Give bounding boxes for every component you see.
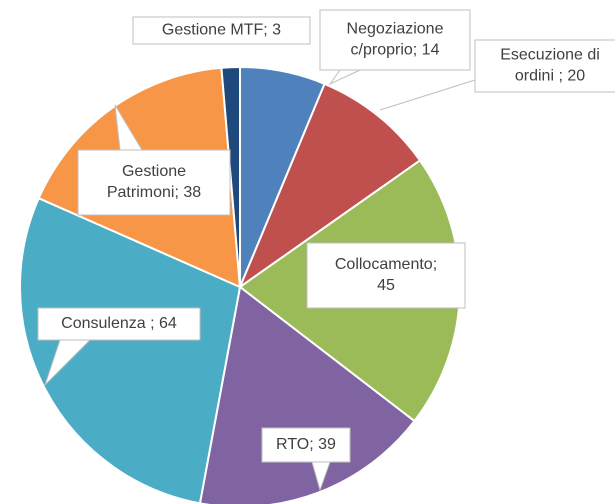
pie-slice [237,82,422,290]
data-label-text: Negoziazione [347,21,444,38]
leader-line [379,79,476,111]
data-label-text: 45 [377,277,395,294]
label-cover [39,309,199,339]
data-label-text: Consulenza ; 64 [61,315,177,332]
label-pointer [44,339,92,386]
data-label: Gestione MTF; 3 [132,16,311,45]
data-label-text: Patrimoni; 38 [107,184,201,201]
data-label: Negoziazione c/proprio; 14 [319,9,471,86]
data-label-text: Collocamento; [335,256,437,273]
label-pointer [311,461,331,492]
data-label: RTO; 39 [261,427,351,492]
data-label: Gestione Patrimoni; 38 [77,104,231,216]
pie-slice [220,65,241,288]
data-label-text: ordini ; 20 [515,68,585,85]
data-label-text: RTO; 39 [276,436,336,453]
label-box [132,16,311,45]
label-cover [79,151,229,214]
data-label: Esecuzione di ordini ; 20 [379,39,615,111]
label-box [306,242,466,309]
label-pointer [114,104,143,151]
label-cover [321,11,469,69]
data-label-text: Gestione [122,163,186,180]
pie-slice [19,196,242,504]
data-label-text: c/proprio; 14 [351,42,440,59]
data-label: Collocamento; 45 [306,242,466,309]
data-label-text: Gestione MTF; 3 [162,22,281,39]
pie-slice [198,285,416,504]
label-cover [263,429,349,461]
label-box [474,39,615,93]
label-pointer [328,69,361,86]
data-label: Consulenza ; 64 [37,307,201,386]
data-label-text: Esecuzione di [500,47,600,64]
